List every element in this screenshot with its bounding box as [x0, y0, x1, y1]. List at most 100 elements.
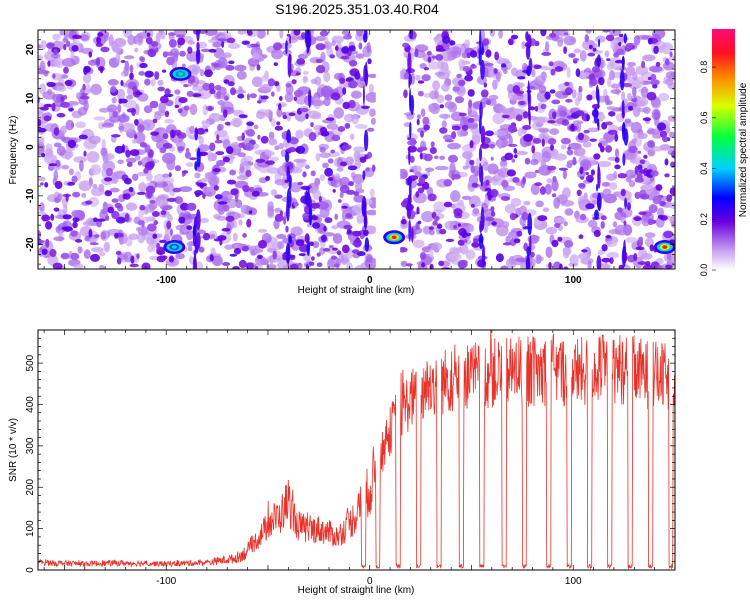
heat-cell [600, 215, 607, 221]
heat-cell [538, 128, 549, 133]
heat-cell [199, 69, 205, 77]
heat-cell [557, 236, 563, 242]
heat-cell [540, 65, 551, 71]
heat-cell [96, 218, 106, 222]
heat-cell [204, 30, 218, 36]
heat-cell [323, 232, 335, 237]
heat-cell [593, 107, 598, 124]
heat-cell [224, 95, 228, 101]
heat-cell [466, 153, 472, 162]
heat-cell [459, 259, 468, 266]
heat-cell [549, 89, 556, 94]
heat-cell [550, 144, 554, 151]
heat-cell [507, 38, 514, 46]
y-tick-label: 200 [25, 478, 36, 495]
heat-cell [332, 233, 343, 244]
heat-cell [657, 214, 664, 220]
heat-cell [91, 247, 104, 253]
heat-cell [128, 233, 140, 240]
heat-cell [123, 251, 133, 263]
colorbar-tick-label: 0.6 [699, 112, 709, 125]
heat-cell [469, 50, 478, 58]
heat-cell [273, 81, 280, 87]
heat-cell [547, 120, 556, 124]
heat-cell [277, 241, 285, 249]
heat-cell [237, 93, 245, 99]
heat-cell [223, 109, 228, 118]
heat-cell [336, 167, 344, 172]
heat-cell [400, 218, 407, 225]
heat-cell [572, 58, 580, 61]
heat-cell [587, 127, 600, 133]
heat-cell [246, 129, 255, 137]
heat-cell [370, 117, 376, 125]
heat-cell [209, 142, 216, 152]
heat-cell [222, 262, 231, 266]
heat-cell [51, 103, 55, 110]
heat-cell [256, 100, 262, 104]
heat-cell [315, 152, 321, 162]
heat-cell [585, 171, 589, 176]
heat-cell [369, 188, 375, 198]
heat-cell [647, 76, 652, 81]
heat-cell [161, 69, 167, 73]
y-tick-label: -20 [25, 237, 36, 252]
heat-cell [365, 209, 379, 216]
heat-cell [197, 144, 211, 152]
heat-cell [186, 225, 193, 230]
heat-cell [109, 187, 120, 193]
heat-cell [535, 254, 542, 265]
heat-cell [469, 159, 475, 166]
heat-cell [562, 187, 571, 199]
heat-cell [168, 32, 176, 36]
heat-cell [115, 51, 121, 64]
heat-cell [628, 145, 638, 154]
heat-cell [584, 34, 589, 43]
heat-cell [227, 43, 241, 49]
heat-cell [118, 125, 125, 131]
heat-cell [479, 30, 482, 53]
heat-cell [258, 228, 268, 233]
heat-cell [567, 146, 571, 151]
heat-cell [638, 211, 647, 216]
heat-cell [192, 255, 197, 269]
heat-cell [510, 34, 519, 40]
heat-cell [547, 165, 557, 171]
heat-cell [485, 99, 492, 106]
heat-cell [134, 103, 140, 116]
heat-cell [38, 144, 43, 156]
heat-cell [70, 252, 80, 260]
heat-cell [319, 152, 331, 158]
heat-cell [208, 39, 216, 44]
heat-cell [545, 226, 558, 235]
heat-cell [334, 213, 339, 220]
heat-cell [333, 107, 345, 119]
heat-cell [331, 40, 336, 47]
heat-cell [571, 89, 577, 99]
heat-cell [302, 171, 307, 178]
heat-cell [476, 75, 487, 85]
heat-cell [330, 255, 337, 260]
heat-cell [653, 110, 661, 120]
heat-cell [101, 138, 106, 151]
heat-cell [118, 98, 123, 104]
heat-cell [622, 251, 628, 262]
heat-cell [246, 121, 255, 126]
heat-cell [316, 262, 323, 268]
heat-cell [472, 100, 486, 110]
heat-cell [103, 241, 111, 253]
heat-cell [244, 142, 254, 151]
heat-cell [166, 220, 172, 230]
heat-cell [285, 83, 292, 88]
heat-cell [230, 188, 239, 196]
heat-cell [236, 70, 247, 80]
heat-cell [126, 95, 134, 100]
heat-cell [62, 194, 72, 197]
heat-cell [147, 48, 157, 58]
heat-cell [658, 127, 663, 131]
heat-cell [257, 134, 261, 140]
heat-cell [187, 246, 193, 252]
heat-cell [462, 143, 476, 153]
heat-cell [56, 112, 66, 118]
heat-cell [95, 42, 104, 48]
